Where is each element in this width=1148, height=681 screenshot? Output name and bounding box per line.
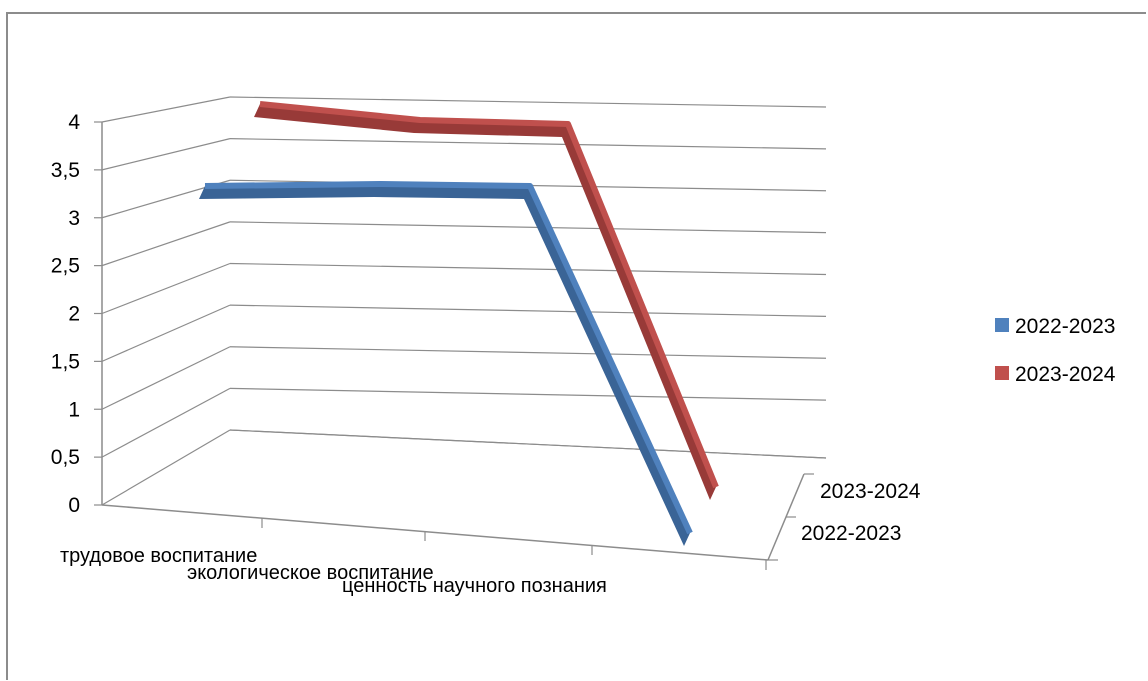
y-tick-label: 2,5 bbox=[51, 255, 80, 278]
category-label: экологическое воспитание bbox=[187, 562, 434, 584]
gridline-side bbox=[101, 429, 231, 506]
category-label: ценность научного познания bbox=[342, 575, 607, 597]
gridline-back bbox=[229, 346, 827, 359]
depth-label: 2022-2023 bbox=[801, 522, 901, 545]
gridline-side bbox=[101, 387, 231, 458]
x-axis bbox=[101, 504, 769, 561]
y-tick-label: 3 bbox=[68, 207, 80, 230]
gridline-back bbox=[229, 221, 827, 234]
gridline-back bbox=[229, 138, 827, 150]
legend-label-2023-2024: 2023-2024 bbox=[1015, 363, 1116, 386]
gridline-side bbox=[101, 304, 231, 362]
series-line-2023-2024 bbox=[259, 101, 719, 489]
gridline-side bbox=[101, 346, 231, 410]
legend-swatch-2022-2023 bbox=[995, 318, 1009, 332]
gridline-back bbox=[229, 262, 827, 276]
depth-label: 2023-2024 bbox=[820, 480, 921, 503]
gridline-back bbox=[229, 387, 827, 401]
gridline-side bbox=[101, 96, 231, 123]
floor-back-edge bbox=[229, 429, 827, 459]
y-tick-label: 4 bbox=[68, 111, 80, 134]
legend-swatch-2023-2024 bbox=[995, 366, 1009, 380]
gridline-back bbox=[229, 96, 827, 108]
grid-layer bbox=[94, 96, 827, 570]
label-layer: 0 0,5 1 1,5 2 2,5 3 3,5 4 трудовое воспитаниеэкол… bbox=[51, 111, 921, 597]
y-tick-label: 2 bbox=[68, 303, 80, 326]
y-tick-label: 1 bbox=[68, 398, 80, 421]
y-tick-label: 1,5 bbox=[51, 350, 80, 373]
y-tick-label: 0,5 bbox=[51, 446, 80, 469]
gridline-side bbox=[101, 138, 231, 171]
series-layer bbox=[199, 101, 719, 546]
gridline-side bbox=[101, 262, 231, 315]
y-tick-label: 0 bbox=[68, 494, 80, 517]
gridline-back bbox=[229, 304, 827, 317]
chart-frame bbox=[6, 12, 1146, 680]
gridline-side bbox=[101, 221, 231, 267]
series-line-2022-2023 bbox=[204, 181, 693, 535]
y-tick-label: 3,5 bbox=[51, 159, 80, 182]
legend-label-2022-2023: 2022-2023 bbox=[1015, 315, 1115, 338]
series-ribbon-2022-2023 bbox=[199, 184, 690, 546]
category-label: трудовое воспитание bbox=[60, 545, 257, 567]
legend: 2022-2023 2023-2024 bbox=[995, 315, 1116, 386]
